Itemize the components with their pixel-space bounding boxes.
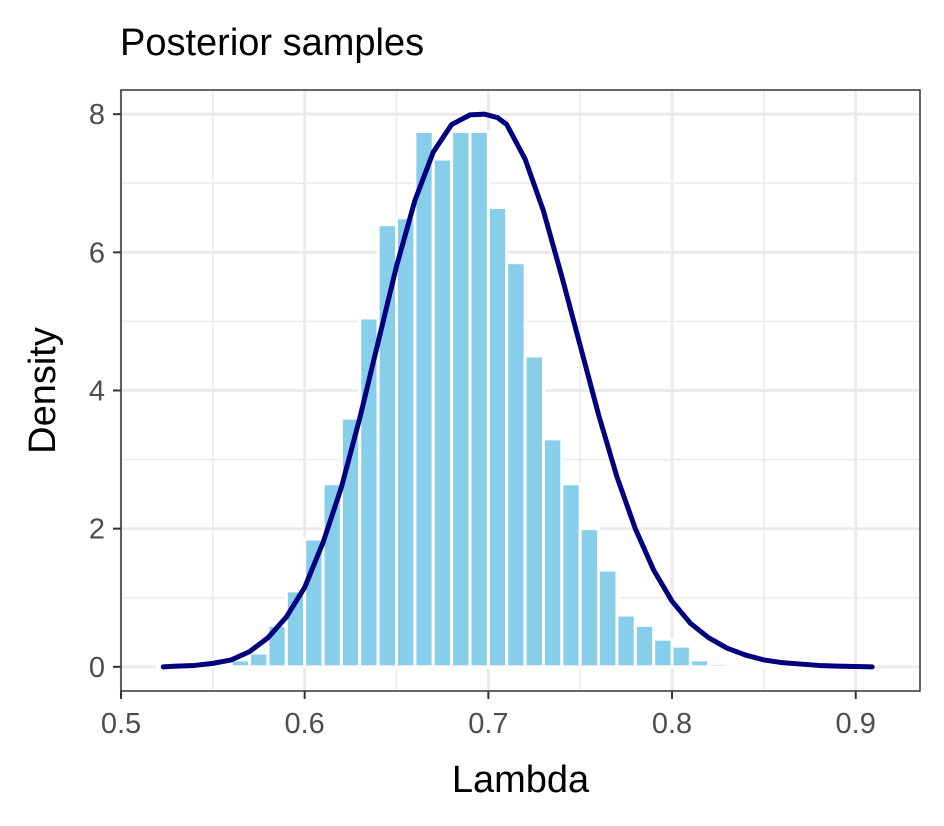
x-tick-label: 0.9 xyxy=(836,708,876,740)
histogram-bar xyxy=(431,157,454,669)
histogram-bar xyxy=(615,613,637,669)
x-axis-title: Lambda xyxy=(452,759,590,801)
histogram-bar xyxy=(707,661,729,669)
histogram-bar xyxy=(505,261,527,669)
x-tick-label: 0.8 xyxy=(652,708,692,740)
histogram-bar xyxy=(376,223,399,669)
histogram-bar xyxy=(652,637,674,669)
histogram-bar xyxy=(450,129,472,669)
histogram-bar xyxy=(395,216,417,669)
x-tick-label: 0.7 xyxy=(468,708,508,740)
histogram-bar xyxy=(597,568,619,669)
density-curve xyxy=(160,111,875,670)
histogram-bar xyxy=(486,205,509,669)
histogram-bar xyxy=(413,129,435,669)
x-tick-label: 0.5 xyxy=(101,708,141,740)
histogram-bar xyxy=(468,129,490,669)
y-tick-label: 8 xyxy=(89,99,105,131)
histogram-bar xyxy=(670,644,692,669)
histogram-bar xyxy=(523,354,545,669)
chart-title: Posterior samples xyxy=(120,22,424,64)
y-tick-label: 2 xyxy=(89,514,105,546)
y-axis: 0 2 4 6 8 xyxy=(89,99,121,684)
x-tick-label: 0.6 xyxy=(285,708,325,740)
y-tick-label: 0 xyxy=(89,652,105,684)
histogram-bar xyxy=(633,623,656,669)
histogram-bar xyxy=(541,437,564,669)
histogram-bar xyxy=(248,651,270,669)
y-tick-label: 6 xyxy=(89,237,105,269)
y-tick-label: 4 xyxy=(89,376,105,408)
histogram-bar xyxy=(578,527,601,669)
histogram-bar xyxy=(688,658,711,669)
x-axis: 0.5 0.6 0.7 0.8 0.9 xyxy=(101,691,876,740)
histogram-bar xyxy=(303,537,325,669)
y-axis-title: Density xyxy=(22,327,64,454)
histogram-bar xyxy=(560,482,582,669)
histogram-bars xyxy=(156,129,876,669)
